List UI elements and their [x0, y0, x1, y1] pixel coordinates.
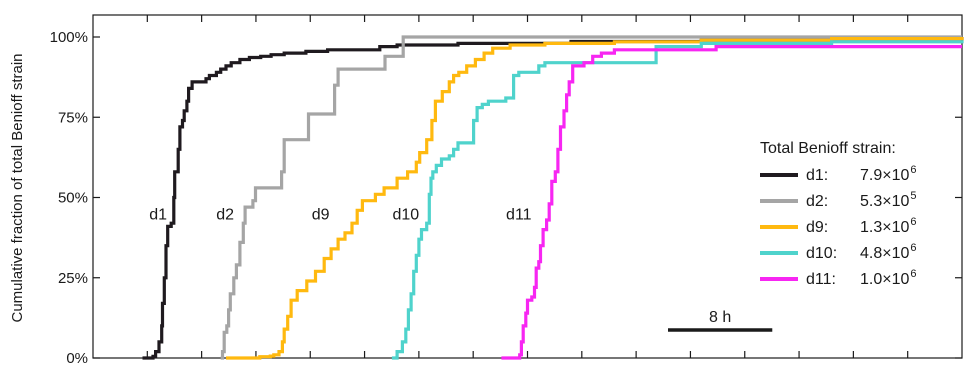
legend-series-name: d1: — [806, 167, 828, 184]
series-label-d9: d9 — [312, 207, 330, 224]
legend-series-value: 4.8×10 — [860, 245, 909, 262]
y-tick-label: 50% — [58, 190, 88, 207]
series-label-d2: d2 — [216, 207, 234, 224]
legend-series-value: 7.9×10 — [860, 167, 909, 184]
legend-series-exponent: 5 — [910, 190, 916, 202]
legend-series-name: d11: — [806, 271, 836, 288]
series-line-d11 — [501, 45, 962, 360]
legend-series-exponent: 6 — [910, 164, 916, 176]
series-labels-layer: d1 d2 d9 d10 d11 — [149, 207, 531, 224]
series-label-d1: d1 — [149, 207, 167, 224]
series-line-d9 — [226, 37, 964, 360]
series-line-d2 — [220, 35, 962, 360]
series-label-d10: d10 — [392, 207, 419, 224]
series-layer — [142, 35, 964, 360]
axes-layer: 0% 25% 50% 75% 100% — [50, 14, 963, 367]
legend-series-value: 1.0×10 — [860, 271, 909, 288]
legend-series-name: d9: — [806, 219, 828, 236]
legend-series-exponent: 6 — [910, 242, 916, 254]
scale-bar-label: 8 h — [709, 309, 731, 326]
scale-bar: 8 h — [668, 309, 773, 332]
legend-series-value: 1.3×10 — [860, 219, 909, 236]
series-line-d10 — [391, 40, 964, 360]
series-label-d11: d11 — [506, 207, 532, 224]
legend-series-exponent: 6 — [910, 216, 916, 228]
y-axis-title: Cumulative fraction of total Benioff str… — [9, 53, 26, 322]
legend-series-name: d2: — [806, 193, 828, 210]
y-tick-label: 75% — [58, 109, 88, 126]
legend-title: Total Benioff strain: — [760, 140, 896, 157]
y-tick-label: 0% — [66, 350, 88, 367]
y-tick-label: 25% — [58, 270, 88, 287]
series-line-d1 — [142, 37, 964, 360]
y-tick-label: 100% — [50, 29, 88, 46]
legend-series-exponent: 6 — [910, 268, 916, 280]
legend-series-name: d10: — [806, 245, 837, 262]
legend: Total Benioff strain:d1: 7.9×10 6d2: 5.3×10… — [760, 140, 917, 288]
legend-series-value: 5.3×10 — [860, 193, 909, 210]
